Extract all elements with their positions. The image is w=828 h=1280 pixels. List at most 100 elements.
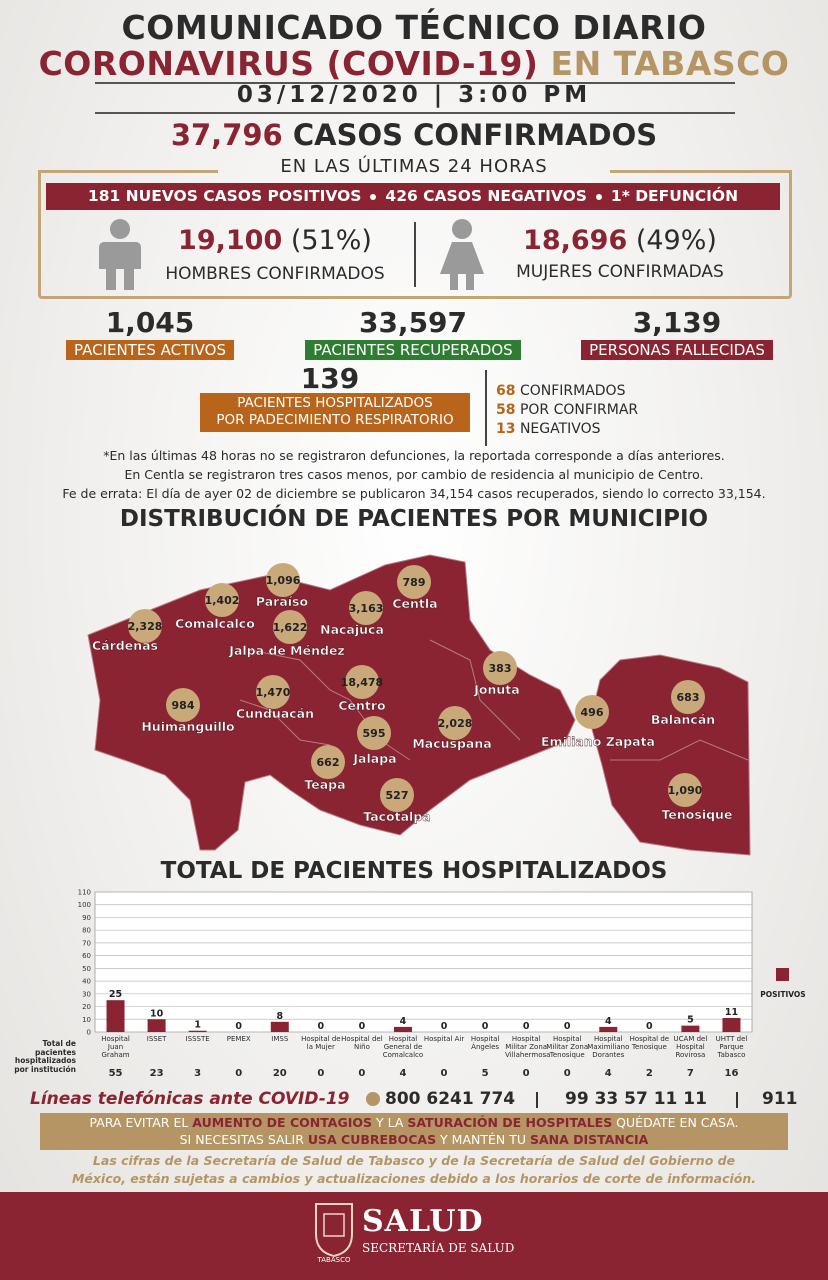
advice-emphasis: SANA DISTANCIA [529,1132,649,1147]
divider [485,370,487,446]
agency: SECRETARÍA DE SALUD [362,1241,515,1255]
rule [95,82,735,84]
municipality-name: Macuspana [412,736,491,751]
confirmed-number: 37,796 [170,118,283,152]
municipality-marker [483,651,517,685]
x-tick-label: Hospital Juan Graham [101,1035,130,1059]
x-tick-label: IMSS [271,1035,289,1043]
municipality-marker [128,609,162,643]
municipality-count: 789 [403,576,426,589]
stat-number: 3,139 [632,306,722,339]
value-label: 0 [564,1021,571,1032]
note: *En las últimas 48 horas no se registrar… [103,448,725,463]
breakdown-row: 13 NEGATIVOS [496,421,601,437]
municipality-name: Centla [392,596,437,611]
value-label: 0 [523,1021,530,1032]
x-tick-label: Hospital del Niño [341,1035,383,1051]
municipality-count: 527 [386,789,409,802]
x-tick-label: UCAM del Hospital Rovirosa [673,1035,708,1059]
y-tick-label: 0 [87,1029,91,1037]
stat-label: PERSONAS FALLECIDAS [581,340,773,360]
hotlines: Líneas telefónicas ante COVID-19 800 624… [30,1089,810,1111]
y-tick-label: 70 [82,939,91,947]
municipality-count: 595 [363,727,386,740]
total-value: 3 [194,1068,202,1079]
map-title: DISTRIBUCIÓN DE PACIENTES POR MUNICIPIO [119,506,709,532]
municipality-count: 2,328 [128,620,163,633]
legend-swatch [776,968,789,981]
y-tick-label: 90 [82,914,91,922]
total-value: 0 [563,1068,571,1079]
municipality-count: 18,478 [341,676,383,689]
advice-emphasis: AUMENTO DE CONTAGIOS [192,1115,372,1130]
stat-label: PACIENTES ACTIVOS [66,340,234,360]
women-label: MUJERES CONFIRMADAS [516,262,724,282]
municipality-marker [671,680,705,714]
bullet [595,193,602,200]
region [87,554,576,851]
y-tick-label: 50 [82,965,91,973]
x-tick-label: Hospital General de Comalcalco [382,1035,424,1059]
stat-label: PACIENTES RECUPERADOS [305,340,521,360]
logo-shield [315,1203,353,1258]
value-label: 1 [194,1020,201,1031]
total-value: 7 [686,1068,694,1079]
municipality-name: Tenosique [662,807,733,822]
divider [414,222,416,287]
phone-icon [366,1092,380,1106]
value-label: 10 [150,1008,164,1019]
y-tick-label: 100 [78,901,91,909]
stat-label-wrap: PACIENTES ACTIVOS [0,340,300,360]
x-tick-label: PEMEX [226,1035,251,1043]
advice-emphasis: USA CUBREBOCAS [307,1132,437,1147]
municipality-count: 1,402 [205,594,240,607]
rule [95,112,735,114]
municipality-count: 1,096 [266,574,301,587]
municipality-name: Cárdenas [92,638,158,653]
bar [106,1000,125,1032]
stat-number: 1,045 [105,306,195,339]
advice-text: QUÉDATE EN CASA. [612,1115,739,1130]
footer: TABASCO SALUD SECRETARÍA DE SALUD [0,1192,828,1280]
breakdown-row: 68 CONFIRMADOS [496,383,625,399]
y-tick-label: 10 [82,1016,91,1024]
border [429,639,521,741]
hotlines-label: Líneas telefónicas ante COVID-19 [30,1089,350,1109]
municipality-marker [380,778,414,812]
municipality-name: Jalpa de Méndez [228,643,344,658]
man-icon [99,219,141,290]
map: 2,328 Cárdenas 1,402 Comalcalco 1,096 Paraíso… [87,554,751,856]
municipality-count: 3,163 [349,602,384,615]
total-value: 0 [235,1068,243,1079]
x-tick-label: ISSSTE [185,1035,210,1043]
disclaimer-line: México, están sujetas a cambios y actual… [71,1171,757,1186]
women: 18,696 (49%) [485,225,755,256]
total-value: 2 [645,1068,653,1079]
totals-label: Total de pacientes hospitalizados por in… [14,1039,76,1074]
municipality-marker [345,665,379,699]
value-label: 4 [400,1016,407,1027]
breakdown-count: 68 [496,383,516,399]
municipality-count: 1,622 [273,621,308,634]
box-edge [38,170,218,173]
note: En Centla se registraron tres casos meno… [124,467,704,482]
municipality-name: Cunduacán [236,706,314,721]
municipality-marker [357,716,391,750]
municipality-count: 662 [317,756,340,769]
total-value: 0 [440,1068,448,1079]
advice-emphasis: SATURACIÓN DE HOSPITALES [407,1115,613,1130]
municipality-marker [311,745,345,779]
municipality-marker [273,610,307,644]
bar [393,1026,412,1032]
value-label: 0 [482,1021,489,1032]
total-value: 5 [481,1068,489,1079]
brand: SALUD [362,1204,484,1239]
stat-label-wrap: PACIENTES RECUPERADOS [263,340,563,360]
disclaimer-line: Las cifras de la Secretaría de Salud de … [92,1153,736,1168]
banner-item: 1* DEFUNCIÓN [610,187,739,205]
border [610,739,749,761]
value-label: 4 [605,1016,612,1027]
municipality-name: Teapa [304,777,345,792]
woman-icon [440,219,484,290]
total-value: 20 [272,1068,287,1079]
